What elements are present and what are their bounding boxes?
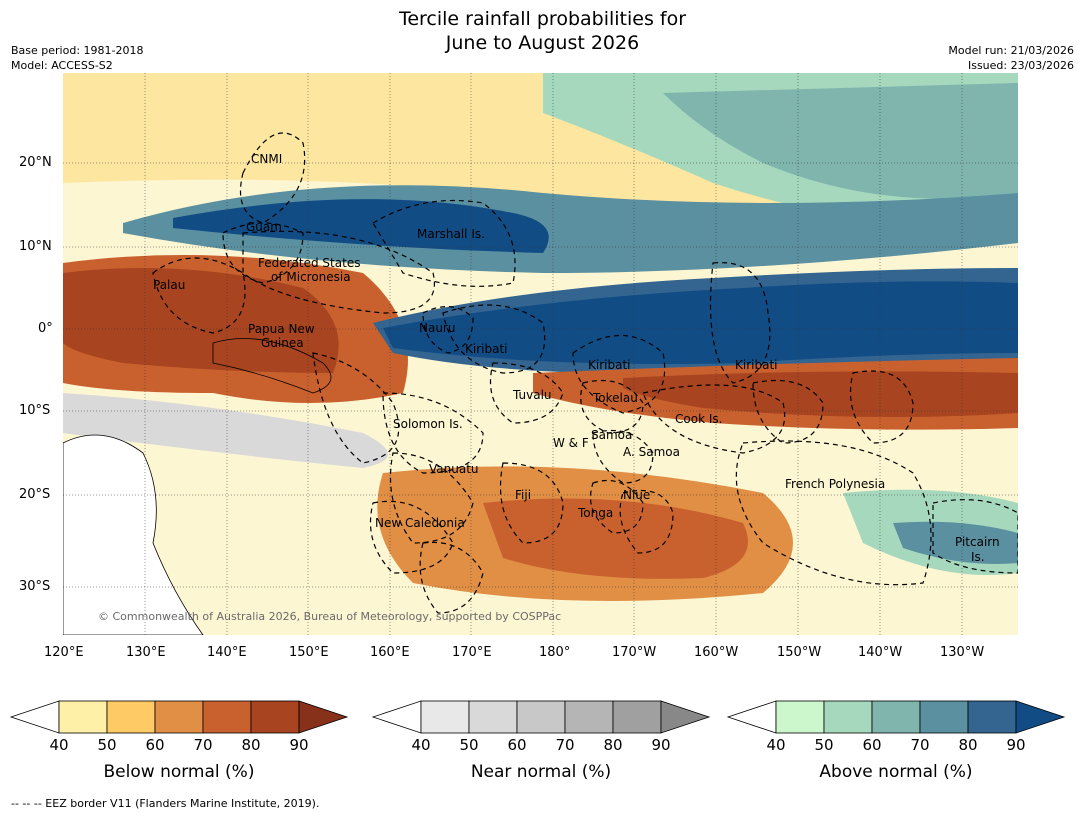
cb-above-tick: 50 (814, 736, 834, 754)
label-marshall: Marshall Is. (417, 227, 485, 241)
lat-label-0: 0° (38, 321, 53, 336)
colorbar-above-min-arrow (726, 700, 777, 734)
lon-label-160w: 160°W (694, 645, 739, 660)
cb-above-tick: 70 (910, 736, 930, 754)
label-cnmi: CNMI (251, 152, 282, 166)
map-title-line1: Tercile rainfall probabilities for (398, 8, 687, 30)
lon-label-120e: 120°E (44, 645, 84, 660)
cb-below-tick: 70 (193, 736, 213, 754)
label-cook-islands: Cook Is. (675, 412, 722, 426)
label-palau: Palau (153, 278, 185, 292)
label-wallis-futuna: W & F (553, 436, 589, 450)
model-name: Model: ACCESS-S2 (11, 59, 113, 72)
australia-land (63, 434, 204, 635)
near-normal-patch (63, 393, 388, 468)
cb-near-tick: 50 (459, 736, 479, 754)
label-pitcairn-2: Is. (971, 550, 985, 564)
cb-above-tick: 80 (958, 736, 978, 754)
colorbar-near-label: Near normal (%) (470, 762, 612, 782)
lon-label-130e: 130°E (126, 645, 166, 660)
north-wet-core (173, 199, 549, 253)
label-vanuatu: Vanuatu (429, 462, 479, 476)
south-west-dry-core (483, 498, 748, 579)
label-new-caledonia: New Caledonia (375, 516, 465, 530)
png-coast (212, 338, 332, 394)
eez-borders (152, 132, 1018, 614)
issued-date: Issued: 23/03/2026 (967, 59, 1074, 72)
lon-label-180: 180° (539, 645, 571, 660)
lon-label-130w: 130°W (940, 645, 985, 660)
label-fiji: Fiji (515, 488, 531, 502)
model-run: Model run: 21/03/2026 (948, 44, 1074, 57)
label-samoa: Samoa (591, 428, 632, 442)
north-east-wet-core (663, 83, 1018, 199)
equatorial-wet-core (383, 281, 1018, 364)
lat-label-20s: 20°S (19, 487, 51, 502)
label-png-1: Papua New (248, 322, 315, 336)
label-kiribati-central: Kiribati (588, 358, 630, 372)
map-canvas: CNMI Guam Marshall Is. Federated States … (63, 73, 1018, 635)
colorbar-below-label: Below normal (%) (103, 762, 255, 782)
copyright-notice: © Commonwealth of Australia 2026, Bureau… (98, 610, 562, 623)
label-guam: Guam (246, 220, 282, 234)
cb-below-tick: 90 (289, 736, 309, 754)
colorbar-near-max-arrow (660, 700, 711, 734)
eez-footnote: -- -- -- EEZ border V11 (Flanders Marine… (11, 797, 320, 810)
colorbar-below (9, 700, 349, 734)
cb-below-tick: 50 (97, 736, 117, 754)
label-png-2: Guinea (261, 336, 304, 350)
label-kiribati-east: Kiribati (735, 358, 777, 372)
label-nauru: Nauru (419, 321, 455, 335)
colorbar-near (371, 700, 711, 734)
label-tuvalu: Tuvalu (512, 388, 552, 402)
south-east-wet-core (893, 521, 1018, 564)
colorbar-below-max-arrow (298, 700, 349, 734)
cb-below-tick: 60 (145, 736, 165, 754)
cb-below-tick: 40 (49, 736, 69, 754)
rainfall-map: CNMI Guam Marshall Is. Federated States … (63, 73, 1018, 635)
cb-below-tick: 80 (241, 736, 261, 754)
label-solomon: Solomon Is. (393, 417, 463, 431)
cb-near-tick: 80 (603, 736, 623, 754)
cb-above-tick: 90 (1006, 736, 1026, 754)
lat-label-20n: 20°N (19, 155, 52, 170)
lat-label-30s: 30°S (19, 579, 51, 594)
colorbar-above-max-arrow (1015, 700, 1066, 734)
region-labels: CNMI Guam Marshall Is. Federated States … (153, 152, 1000, 564)
label-american-samoa: A. Samoa (623, 445, 680, 459)
label-tonga: Tonga (577, 506, 613, 520)
cb-near-tick: 40 (411, 736, 431, 754)
cb-above-tick: 40 (766, 736, 786, 754)
lon-label-150w: 150°W (777, 645, 822, 660)
colorbars (9, 700, 1066, 734)
label-kiribati-west: Kiribati (465, 342, 507, 356)
base-period: Base period: 1981-2018 (11, 44, 144, 57)
label-tokelau: Tokelau (592, 391, 638, 405)
label-pitcairn-1: Pitcairn (955, 535, 1000, 549)
lon-label-160e: 160°E (370, 645, 410, 660)
colorbar-above (726, 700, 1066, 734)
cb-near-tick: 60 (507, 736, 527, 754)
map-title-line2: June to August 2026 (445, 32, 640, 54)
lon-label-140e: 140°E (207, 645, 247, 660)
cb-near-tick: 70 (555, 736, 575, 754)
gridlines (63, 73, 1018, 635)
label-fsm-1: Federated States (258, 256, 360, 270)
label-niue: Niue (623, 488, 650, 502)
lon-label-140w: 140°W (858, 645, 903, 660)
label-french-polynesia: French Polynesia (785, 477, 885, 491)
cb-above-tick: 60 (862, 736, 882, 754)
west-dry-core (63, 268, 339, 373)
colorbar-above-label: Above normal (%) (819, 762, 973, 782)
colorbar-near-min-arrow (371, 700, 422, 734)
lon-label-170w: 170°W (612, 645, 657, 660)
colorbar-below-min-arrow (9, 700, 60, 734)
cb-near-tick: 90 (651, 736, 671, 754)
label-fsm-2: of Micronesia (271, 270, 351, 284)
south-dry-core (623, 371, 1018, 417)
lat-label-10n: 10°N (19, 239, 52, 254)
lon-label-170e: 170°E (452, 645, 492, 660)
lon-label-150e: 150°E (289, 645, 329, 660)
lat-label-10s: 10°S (19, 403, 51, 418)
